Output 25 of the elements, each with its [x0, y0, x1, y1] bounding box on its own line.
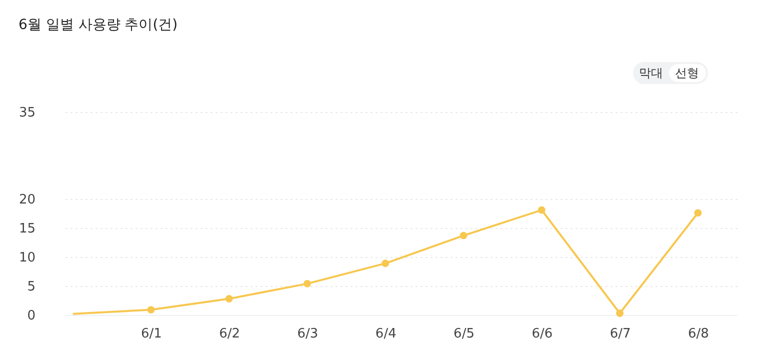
point — [460, 232, 468, 240]
x-tick-label: 6/5 — [454, 326, 474, 342]
y-tick-label: 15 — [18, 222, 36, 236]
y-tick-label: 35 — [18, 106, 36, 120]
y-tick-label: 5 — [27, 280, 36, 294]
point — [694, 209, 702, 217]
point — [147, 306, 155, 314]
x-tick-label: 6/7 — [610, 326, 631, 342]
y-tick-label: 10 — [18, 250, 36, 266]
y-tick-label: 0 — [27, 308, 36, 324]
x-tick-label: 6/2 — [219, 326, 240, 342]
point — [538, 206, 546, 214]
x-tick-label: 6/4 — [375, 326, 396, 342]
chart-title: 6월 일별 사용량 추이(건) — [18, 17, 178, 33]
x-tick-label: 6/1 — [140, 326, 162, 342]
point — [225, 295, 233, 302]
point — [382, 260, 390, 268]
x-tick-label: 6/8 — [688, 326, 709, 342]
text: 선형 — [675, 66, 699, 80]
x-tick-label: 6/3 — [297, 326, 318, 342]
y-tick-label: 20 — [18, 192, 36, 208]
text: 막대 — [639, 66, 663, 80]
point — [304, 280, 311, 288]
point — [616, 310, 624, 317]
x-tick-label: 6/6 — [532, 326, 553, 342]
